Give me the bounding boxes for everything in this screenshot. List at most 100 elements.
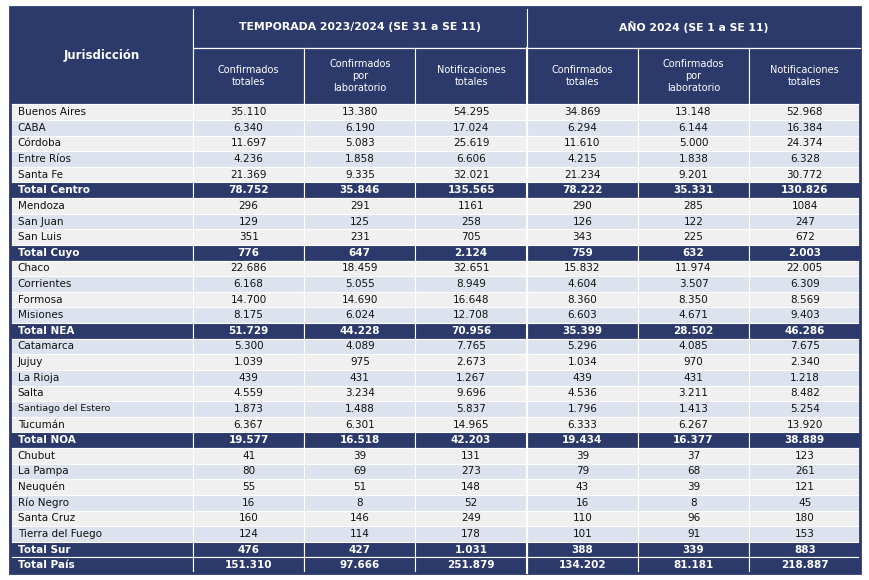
Bar [748,417,859,433]
Text: 8.569: 8.569 [789,295,819,304]
Text: 16: 16 [575,498,588,508]
Text: 8.350: 8.350 [678,295,707,304]
Bar [193,401,304,417]
Bar [304,167,415,183]
Bar [637,417,748,433]
Text: 45: 45 [797,498,811,508]
Bar [193,276,304,292]
Bar [304,120,415,136]
Bar [415,198,526,213]
Bar [526,245,637,260]
Text: 2.124: 2.124 [454,248,488,258]
Text: 975: 975 [349,357,369,367]
Text: Chaco: Chaco [17,263,50,273]
Text: 431: 431 [349,373,369,383]
Text: 180: 180 [794,513,813,523]
Bar [415,370,526,386]
Bar [304,151,415,167]
Bar [10,354,193,370]
Text: 14.700: 14.700 [230,295,267,304]
Text: Total Cuyo: Total Cuyo [17,248,79,258]
Text: 16.384: 16.384 [786,123,822,133]
Text: Jujuy: Jujuy [17,357,43,367]
Bar [748,198,859,213]
Text: 632: 632 [682,248,704,258]
Text: 4.559: 4.559 [234,389,263,398]
Bar [10,339,193,354]
Text: 130.826: 130.826 [780,185,827,195]
Text: 39: 39 [353,451,366,461]
Text: 2.673: 2.673 [455,357,486,367]
Text: Entre Ríos: Entre Ríos [17,154,70,164]
Bar [748,448,859,463]
Bar [415,260,526,276]
Text: 258: 258 [461,216,481,227]
Text: 52.968: 52.968 [786,107,822,117]
Text: 21.234: 21.234 [563,169,600,180]
Bar [415,495,526,510]
Text: 285: 285 [683,201,703,211]
Bar [748,183,859,198]
Text: Formosa: Formosa [17,295,63,304]
Bar [304,292,415,307]
Text: 123: 123 [794,451,813,461]
Text: 153: 153 [794,529,813,539]
Text: 19.434: 19.434 [561,435,602,445]
Text: 52: 52 [464,498,477,508]
Text: 9.201: 9.201 [678,169,707,180]
Bar [415,339,526,354]
Text: Notificaciones
totales: Notificaciones totales [436,65,505,87]
Bar [415,276,526,292]
Text: Santa Fe: Santa Fe [17,169,63,180]
Bar [304,104,415,120]
Bar [526,136,637,151]
Bar [526,479,637,495]
Bar [748,213,859,229]
Bar [304,354,415,370]
Text: 431: 431 [683,373,703,383]
Text: 38.889: 38.889 [784,435,824,445]
Text: 22.686: 22.686 [230,263,267,273]
Text: 25.619: 25.619 [453,139,488,148]
Bar [748,136,859,151]
Bar [748,386,859,401]
Bar [637,198,748,213]
Text: 351: 351 [238,232,258,242]
Bar [526,463,637,479]
Text: San Luis: San Luis [17,232,62,242]
Text: 146: 146 [349,513,369,523]
Text: 4.671: 4.671 [678,310,707,320]
Text: 5.254: 5.254 [789,404,819,414]
Text: 68: 68 [687,466,700,477]
Bar [10,104,193,120]
Bar [748,260,859,276]
Text: 124: 124 [238,529,258,539]
Text: 231: 231 [349,232,369,242]
Text: La Rioja: La Rioja [17,373,59,383]
Bar [526,542,637,557]
Bar [193,307,304,323]
Text: 16: 16 [242,498,255,508]
Bar [10,542,193,557]
Text: 1.031: 1.031 [454,545,487,554]
Text: 2.340: 2.340 [789,357,819,367]
Text: 6.024: 6.024 [345,310,375,320]
Text: Confirmados
por
laboratorio: Confirmados por laboratorio [328,59,390,93]
Bar [415,48,526,104]
Text: 1.488: 1.488 [344,404,375,414]
Bar [304,136,415,151]
Text: 6.267: 6.267 [678,419,707,430]
Bar [304,183,415,198]
Bar [637,104,748,120]
Bar [193,151,304,167]
Text: 1.858: 1.858 [344,154,375,164]
Text: AÑO 2024 (SE 1 a SE 11): AÑO 2024 (SE 1 a SE 11) [618,21,767,34]
Bar [10,151,193,167]
Text: 135.565: 135.565 [447,185,494,195]
Text: 11.697: 11.697 [230,139,267,148]
Bar [637,120,748,136]
Bar [415,542,526,557]
Text: Buenos Aires: Buenos Aires [17,107,86,117]
Bar [748,323,859,339]
Text: 69: 69 [353,466,366,477]
